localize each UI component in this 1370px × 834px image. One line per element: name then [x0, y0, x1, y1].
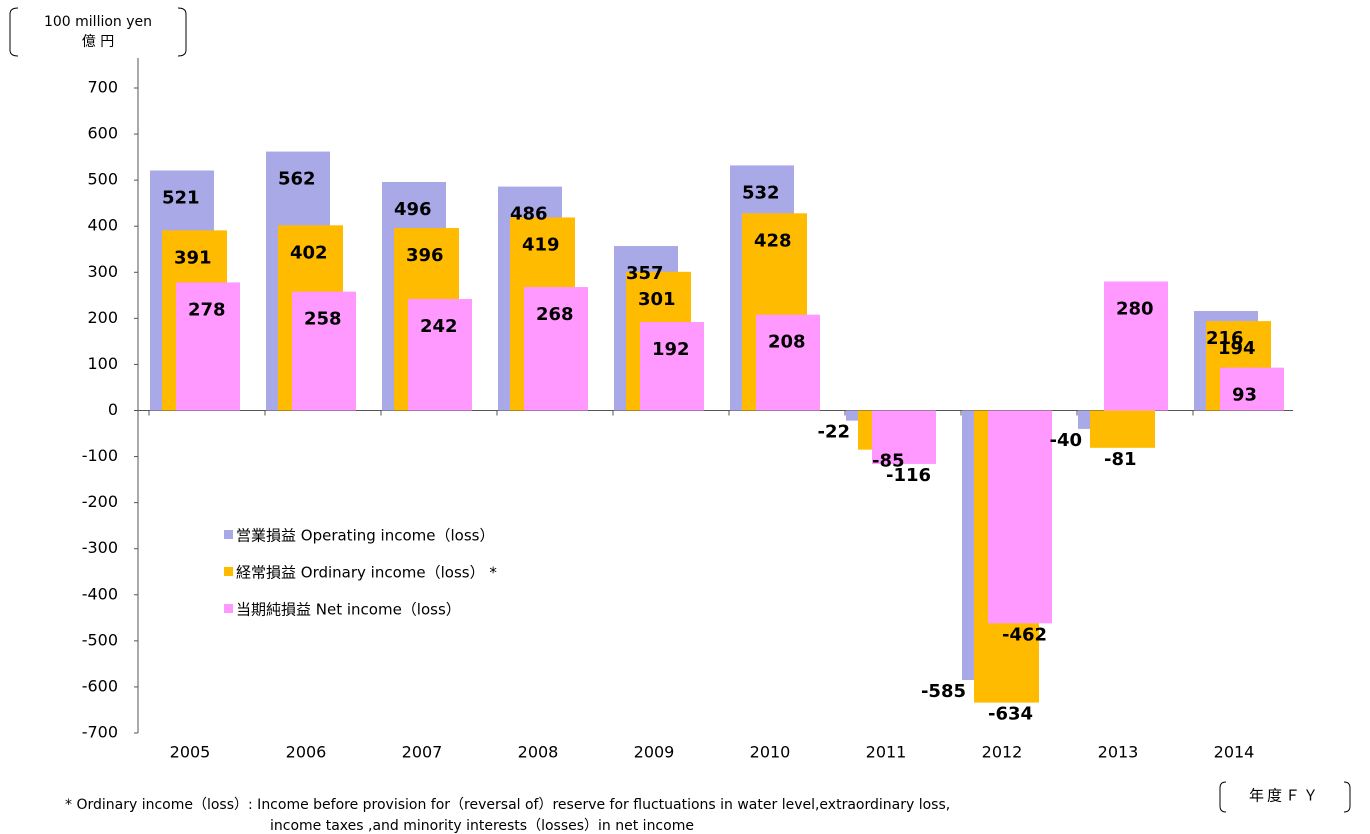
x-tick-label: 2009 [634, 743, 675, 762]
y-tick-label: -200 [82, 492, 118, 511]
value-label: -85 [872, 451, 905, 472]
y-tick-label: -300 [82, 538, 118, 557]
value-label: 301 [638, 289, 676, 310]
value-label: 486 [510, 204, 548, 225]
value-label: 402 [290, 242, 328, 263]
value-label: 532 [742, 182, 780, 203]
value-label: 93 [1232, 385, 1257, 406]
bar [524, 287, 588, 411]
bar [408, 299, 472, 411]
y-unit: 100 million yen [44, 14, 152, 30]
value-label: 192 [652, 339, 690, 360]
value-label: 208 [768, 332, 806, 353]
x-tick-label: 2008 [518, 743, 559, 762]
value-label: 216 [1206, 328, 1244, 349]
bar [1220, 367, 1284, 411]
x-tick-label: 2011 [866, 743, 907, 762]
x-tick-label: 2012 [982, 743, 1023, 762]
value-label: 428 [754, 230, 792, 251]
value-label: -462 [1002, 624, 1047, 645]
value-label: 521 [162, 187, 200, 208]
y-tick-label: 600 [87, 124, 118, 143]
legend-label: 当期純損益 Net income（loss） [236, 601, 461, 619]
y-tick-label: 0 [108, 400, 118, 419]
bracket [9, 7, 19, 57]
y-tick-label: -100 [82, 446, 118, 465]
bar [1104, 281, 1168, 411]
x-tick-label: 2006 [286, 743, 327, 762]
value-label: 258 [304, 309, 342, 330]
value-label: 357 [626, 263, 664, 284]
y-unit-ja: 億 円 [82, 34, 114, 50]
value-label: -585 [921, 681, 966, 702]
legend-swatch [224, 604, 233, 613]
value-label: 194 [1218, 338, 1256, 359]
legend-swatch [224, 530, 233, 539]
bar [176, 282, 240, 411]
bar [756, 314, 820, 411]
footnote: * Ordinary income（loss）: Income before p… [65, 797, 950, 813]
value-label: 242 [420, 316, 458, 337]
footnote: income taxes ,and minority interests（los… [270, 818, 694, 834]
legend-label: 営業損益 Operating income（loss） [236, 527, 494, 545]
value-label: -22 [817, 422, 850, 443]
value-label: 496 [394, 199, 432, 220]
x-unit: 年度ＦＹ [1249, 787, 1321, 805]
x-tick-label: 2014 [1214, 743, 1255, 762]
y-tick-label: -600 [82, 676, 118, 695]
bar [988, 410, 1052, 624]
value-label: 391 [174, 247, 212, 268]
value-label: 396 [406, 245, 444, 266]
y-tick-label: -500 [82, 630, 118, 649]
y-tick-label: -700 [82, 723, 118, 742]
value-label: 419 [522, 234, 560, 255]
value-label: -116 [886, 465, 931, 486]
bracket [1343, 781, 1351, 813]
y-tick-label: 200 [87, 308, 118, 327]
bracket [1219, 781, 1227, 813]
bar [640, 322, 704, 411]
x-tick-label: 2005 [170, 743, 211, 762]
value-label: -81 [1104, 449, 1137, 470]
value-label: -634 [988, 704, 1033, 725]
y-tick-label: 400 [87, 216, 118, 235]
legend-swatch [224, 567, 233, 576]
x-tick-label: 2007 [402, 743, 443, 762]
value-label: -40 [1049, 430, 1082, 451]
bar [292, 291, 356, 411]
y-tick-label: -400 [82, 584, 118, 603]
bar [1090, 410, 1155, 448]
y-tick-label: 500 [87, 170, 118, 189]
y-tick-label: 300 [87, 262, 118, 281]
bracket [177, 7, 187, 57]
value-label: 278 [188, 299, 226, 320]
value-label: 280 [1116, 299, 1154, 320]
value-label: 562 [278, 169, 316, 190]
y-tick-label: 700 [87, 78, 118, 97]
value-label: 268 [536, 304, 574, 325]
bar [872, 410, 936, 464]
x-tick-label: 2013 [1098, 743, 1139, 762]
legend-label: 経常損益 Ordinary income（loss） * [236, 564, 497, 582]
x-tick-label: 2010 [750, 743, 791, 762]
y-tick-label: 100 [87, 354, 118, 373]
